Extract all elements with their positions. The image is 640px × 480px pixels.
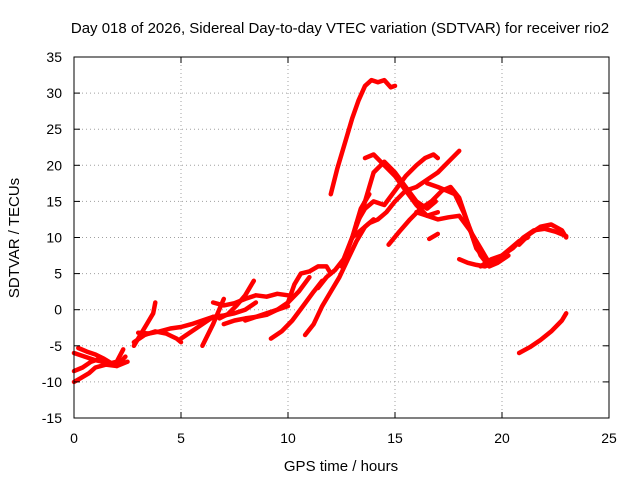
series-line-track-27 — [426, 231, 441, 242]
y-tick-label: -10 — [42, 374, 62, 390]
series-line-track-30 — [516, 311, 569, 356]
x-tick-label: 20 — [494, 430, 510, 446]
y-tick-label: 5 — [54, 266, 62, 282]
series-line-track-10 — [217, 278, 257, 321]
y-tick-label: 30 — [46, 85, 62, 101]
x-tick-label: 0 — [70, 430, 78, 446]
series-group — [71, 77, 569, 385]
x-tick-label: 10 — [280, 430, 296, 446]
x-tick-label: 25 — [601, 430, 617, 446]
y-tick-label: 10 — [46, 230, 62, 246]
series-line-track-14 — [268, 278, 325, 341]
y-tick-label: 15 — [46, 193, 62, 209]
y-tick-label: 25 — [46, 121, 62, 137]
series-line-track-16 — [302, 217, 376, 338]
y-tick-label: 35 — [46, 49, 62, 65]
series-line-track-18 — [328, 77, 398, 197]
y-tick-label: 0 — [54, 302, 62, 318]
series-line-track-11 — [210, 291, 291, 308]
chart-title: Day 018 of 2026, Sidereal Day-to-day VTE… — [71, 20, 609, 37]
series-line-track-15 — [285, 264, 334, 305]
series-line-track-22 — [349, 148, 462, 240]
series-line-track-23 — [386, 184, 488, 262]
y-axis-label: SDTVAR / TECUs — [6, 178, 23, 298]
y-tick-label: 20 — [46, 157, 62, 173]
series-line-track-28 — [478, 226, 569, 269]
series-line-track-7 — [135, 314, 216, 336]
y-tick-label: -5 — [50, 338, 63, 354]
series-line-track-24 — [414, 209, 490, 262]
x-tick-label: 15 — [387, 430, 403, 446]
axis-ticks: -15 -10 -5 0 5 10 15 20 25 30 35 0 5 10 15 20 25 — [42, 49, 617, 446]
x-tick-label: 5 — [177, 430, 185, 446]
series-line-track-13 — [242, 274, 312, 323]
series-line-track-29 — [516, 222, 569, 247]
x-axis-label: GPS time / hours — [284, 458, 398, 475]
series-line-track-9 — [200, 296, 227, 349]
y-tick-label: -15 — [42, 410, 62, 426]
series-line-track-4 — [76, 345, 115, 367]
series-line-track-21 — [354, 152, 441, 226]
